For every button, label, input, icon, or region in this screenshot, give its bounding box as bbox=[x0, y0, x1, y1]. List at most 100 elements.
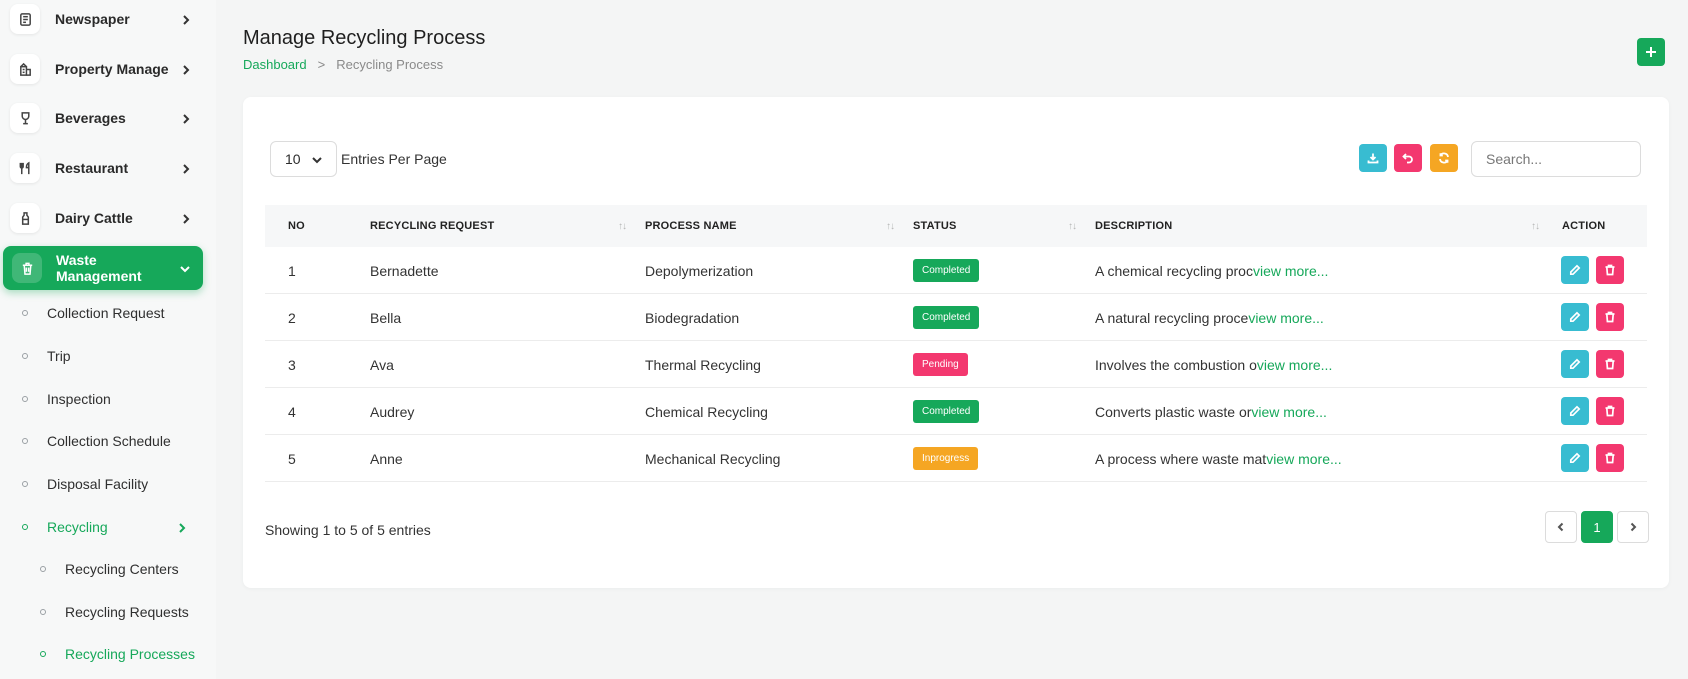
table-row: 3 Ava Thermal Recycling Pending Involves… bbox=[265, 341, 1647, 388]
cell-description: Converts plastic waste or view more... bbox=[1095, 388, 1327, 435]
plus-icon bbox=[1646, 47, 1656, 57]
description-text: A natural recycling proce bbox=[1095, 309, 1249, 326]
delete-button[interactable] bbox=[1596, 350, 1624, 378]
edit-button[interactable] bbox=[1561, 256, 1589, 284]
chevron-down-icon bbox=[311, 153, 323, 169]
sort-icon[interactable]: ↑↓ bbox=[1531, 220, 1540, 232]
chevron-right-icon bbox=[180, 112, 192, 124]
status-badge: Completed bbox=[913, 259, 980, 282]
sidebar-subitem-recycling-processes[interactable]: Recycling Processes bbox=[40, 640, 220, 668]
page-title: Manage Recycling Process bbox=[243, 27, 486, 49]
sidebar-item-newspaper[interactable]: Newspaper bbox=[8, 0, 202, 40]
sidebar-subitem-recycling[interactable]: Recycling bbox=[22, 513, 202, 541]
showing-entries-text: Showing 1 to 5 of 5 entries bbox=[265, 522, 431, 538]
pencil-icon bbox=[1569, 311, 1581, 323]
undo-button[interactable] bbox=[1394, 144, 1422, 172]
status-badge: Pending bbox=[913, 353, 968, 376]
pagination-page-1[interactable]: 1 bbox=[1581, 511, 1613, 543]
breadcrumb-separator: > bbox=[317, 57, 326, 72]
column-header-status[interactable]: STATUS bbox=[913, 220, 957, 232]
view-more-link[interactable]: view more... bbox=[1252, 262, 1329, 279]
cell-no: 3 bbox=[288, 356, 296, 373]
cell-no: 1 bbox=[288, 262, 296, 279]
sidebar-subitem-label: Trip bbox=[47, 348, 71, 364]
cell-description: A process where waste mat view more... bbox=[1095, 435, 1342, 482]
sidebar-subitem-collection-request[interactable]: Collection Request bbox=[22, 299, 202, 327]
sidebar: Newspaper Property Manage Beverages Rest… bbox=[0, 0, 216, 679]
bullet-icon bbox=[22, 481, 28, 487]
sidebar-subitem-recycling-requests[interactable]: Recycling Requests bbox=[40, 598, 220, 626]
entries-per-page-select[interactable]: 10 bbox=[270, 141, 337, 177]
cell-process-name: Thermal Recycling bbox=[645, 356, 761, 373]
sidebar-subitem-collection-schedule[interactable]: Collection Schedule bbox=[22, 427, 202, 455]
edit-button[interactable] bbox=[1561, 444, 1589, 472]
edit-button[interactable] bbox=[1561, 303, 1589, 331]
delete-button[interactable] bbox=[1596, 303, 1624, 331]
table-row: 1 Bernadette Depolymerization Completed … bbox=[265, 247, 1647, 294]
sort-icon[interactable]: ↑↓ bbox=[886, 220, 895, 232]
download-button[interactable] bbox=[1359, 144, 1387, 172]
column-header-recycling-request[interactable]: RECYCLING REQUEST bbox=[370, 220, 495, 232]
sidebar-subitem-label: Recycling bbox=[47, 519, 108, 535]
column-header-process-name[interactable]: PROCESS NAME bbox=[645, 220, 737, 232]
view-more-link[interactable]: view more... bbox=[1251, 403, 1327, 420]
breadcrumb-dashboard-link[interactable]: Dashboard bbox=[243, 57, 307, 72]
sidebar-item-property-manage[interactable]: Property Manage bbox=[8, 48, 202, 90]
sidebar-subitem-disposal-facility[interactable]: Disposal Facility bbox=[22, 470, 202, 498]
pencil-icon bbox=[1569, 452, 1581, 464]
utensils-icon bbox=[10, 153, 40, 183]
sidebar-item-restaurant[interactable]: Restaurant bbox=[8, 147, 202, 189]
edit-button[interactable] bbox=[1561, 397, 1589, 425]
edit-button[interactable] bbox=[1561, 350, 1589, 378]
sort-icon[interactable]: ↑↓ bbox=[618, 220, 627, 232]
sidebar-item-waste-management[interactable]: Waste Management bbox=[3, 246, 203, 290]
cell-description: Involves the combustion o view more... bbox=[1095, 341, 1332, 388]
sidebar-subitem-label: Recycling Requests bbox=[65, 604, 189, 620]
sidebar-item-dairy-cattle[interactable]: Dairy Cattle bbox=[8, 197, 202, 239]
view-more-link[interactable]: view more... bbox=[1266, 450, 1342, 467]
chevron-right-icon bbox=[1630, 522, 1637, 532]
cell-recycling-request: Bernadette bbox=[370, 262, 439, 279]
view-more-link[interactable]: view more... bbox=[1248, 309, 1324, 326]
sidebar-item-label: Dairy Cattle bbox=[55, 210, 133, 226]
bullet-icon bbox=[22, 438, 28, 444]
view-more-link[interactable]: view more... bbox=[1256, 356, 1333, 373]
description-text: A chemical recycling proc bbox=[1095, 262, 1253, 279]
refresh-button[interactable] bbox=[1430, 144, 1458, 172]
cell-recycling-request: Bella bbox=[370, 309, 402, 326]
sidebar-subitem-label: Recycling Centers bbox=[65, 561, 179, 577]
delete-button[interactable] bbox=[1596, 444, 1624, 472]
cell-description: A chemical recycling proc view more... bbox=[1095, 247, 1328, 294]
sidebar-subitem-label: Collection Request bbox=[47, 305, 165, 321]
add-button[interactable] bbox=[1637, 38, 1665, 66]
sidebar-item-label: Newspaper bbox=[55, 11, 130, 27]
bullet-icon bbox=[22, 396, 28, 402]
entries-value: 10 bbox=[285, 151, 301, 167]
pencil-icon bbox=[1569, 358, 1581, 370]
trash-icon bbox=[1605, 358, 1615, 370]
sidebar-subitem-inspection[interactable]: Inspection bbox=[22, 385, 202, 413]
column-header-description[interactable]: DESCRIPTION bbox=[1095, 220, 1173, 232]
main-card: 10 Entries Per Page NO RECYCLING REQUEST… bbox=[243, 97, 1669, 588]
sidebar-subitem-trip[interactable]: Trip bbox=[22, 342, 202, 370]
sidebar-item-label: Restaurant bbox=[55, 160, 129, 176]
bullet-icon bbox=[40, 651, 46, 657]
chevron-down-icon bbox=[179, 262, 191, 274]
delete-button[interactable] bbox=[1596, 256, 1624, 284]
column-header-no[interactable]: NO bbox=[288, 220, 305, 232]
search-input[interactable] bbox=[1471, 141, 1641, 177]
trash-icon bbox=[12, 253, 42, 283]
sort-icon[interactable]: ↑↓ bbox=[1068, 220, 1077, 232]
sidebar-subitem-recycling-centers[interactable]: Recycling Centers bbox=[40, 555, 220, 583]
bullet-icon bbox=[22, 310, 28, 316]
delete-button[interactable] bbox=[1596, 397, 1624, 425]
pagination-next-button[interactable] bbox=[1617, 511, 1649, 543]
chevron-right-icon bbox=[180, 63, 192, 75]
sidebar-item-beverages[interactable]: Beverages bbox=[8, 97, 202, 139]
sidebar-subitem-label: Disposal Facility bbox=[47, 476, 149, 492]
trash-icon bbox=[1605, 264, 1615, 276]
pagination-prev-button[interactable] bbox=[1545, 511, 1577, 543]
newspaper-icon bbox=[10, 4, 40, 34]
sidebar-item-label: Waste Management bbox=[56, 252, 142, 284]
milk-bottle-icon bbox=[10, 203, 40, 233]
